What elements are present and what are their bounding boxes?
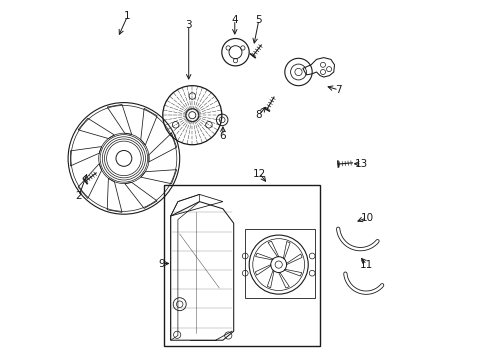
Text: 13: 13 — [354, 159, 368, 169]
Text: 4: 4 — [231, 15, 238, 25]
Text: 8: 8 — [255, 110, 262, 120]
Text: 6: 6 — [219, 131, 226, 141]
Text: 9: 9 — [158, 258, 164, 269]
Text: 12: 12 — [252, 168, 265, 179]
Text: 1: 1 — [124, 11, 131, 21]
Text: 10: 10 — [360, 213, 373, 223]
Text: 11: 11 — [360, 260, 373, 270]
Text: 5: 5 — [255, 15, 262, 25]
Text: 3: 3 — [185, 20, 192, 30]
Bar — [163, 185, 320, 346]
Text: 7: 7 — [335, 85, 342, 95]
Text: 2: 2 — [76, 191, 82, 201]
